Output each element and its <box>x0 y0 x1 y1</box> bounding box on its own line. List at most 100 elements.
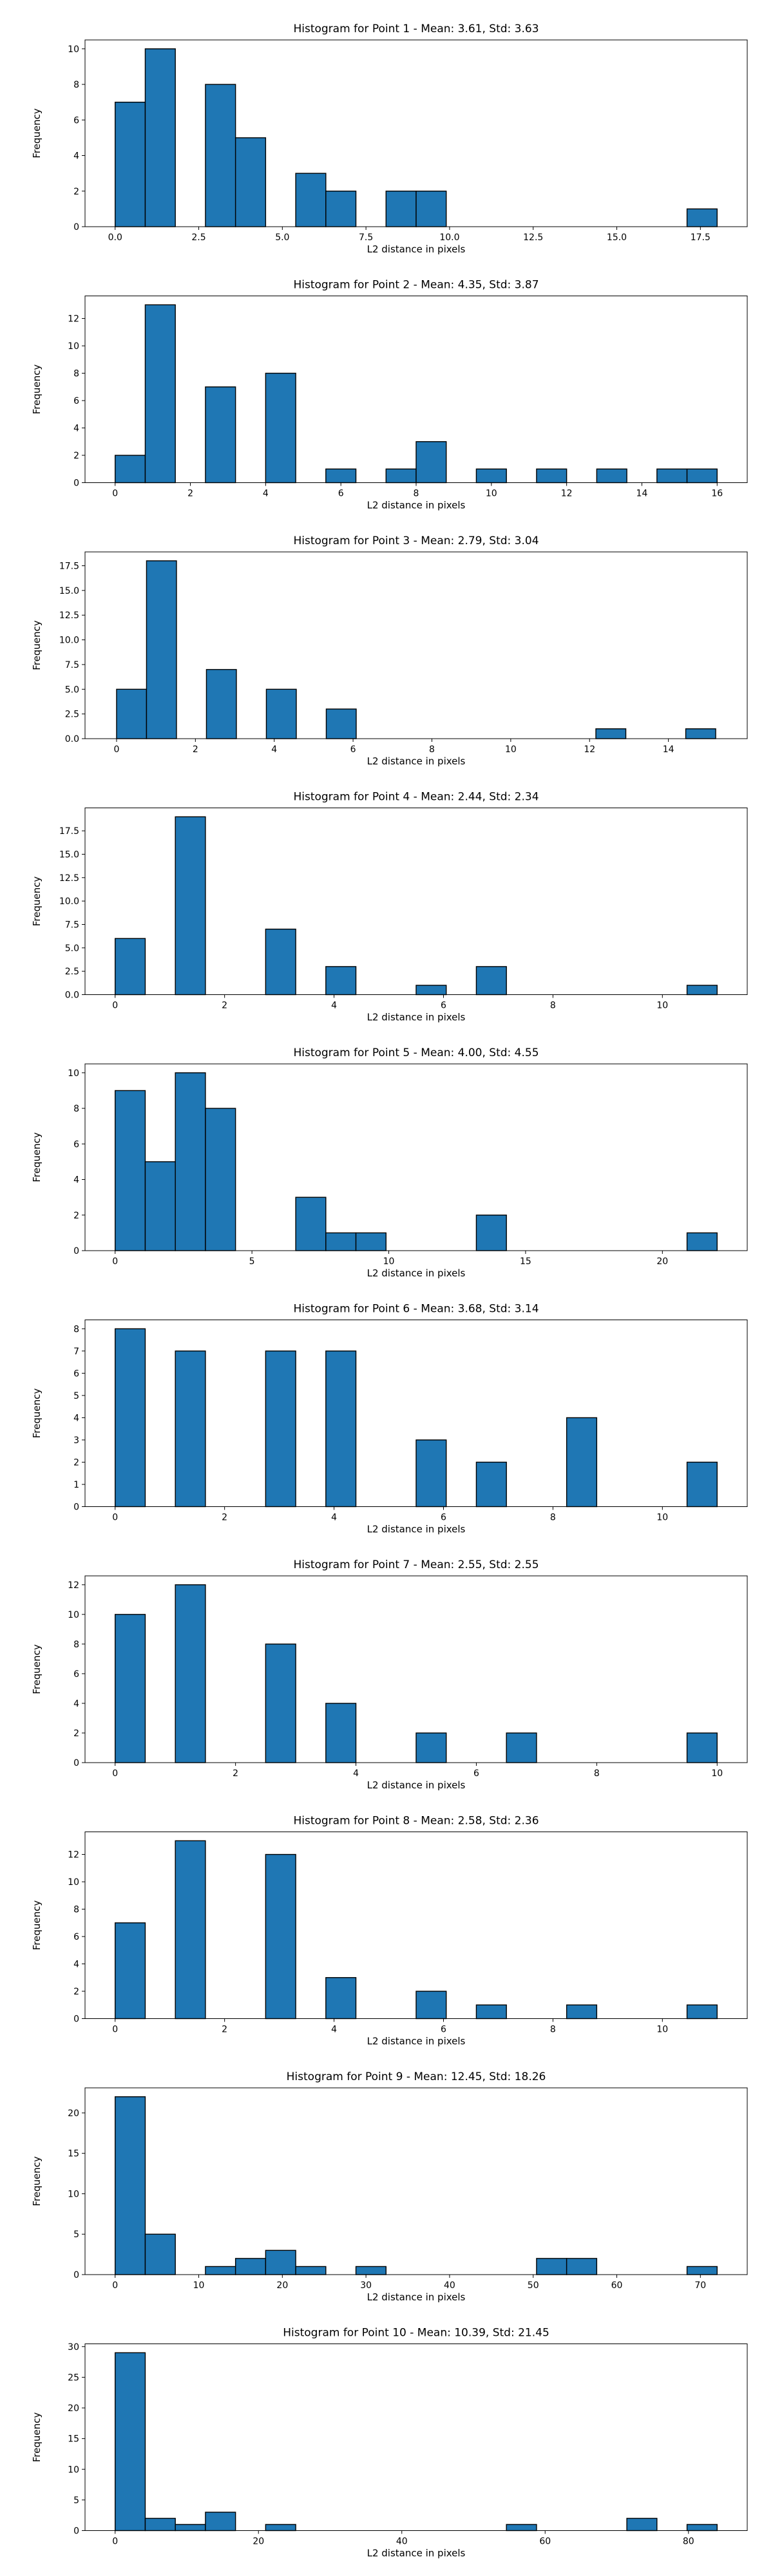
histogram-bar <box>325 191 357 227</box>
histogram-bar <box>415 1991 447 2020</box>
y-tick-label: 0 <box>73 2014 79 2025</box>
chart-title: Histogram for Point 9 - Mean: 12.45, Std… <box>287 2070 546 2083</box>
histogram-bar <box>685 728 716 739</box>
x-tick-label: 30 <box>360 2280 372 2291</box>
y-tick-label: 12 <box>68 314 79 325</box>
x-axis-label: L2 distance in pixels <box>367 2548 466 2559</box>
y-axis-label: Frequency <box>31 1900 43 1951</box>
y-tick-label: 20 <box>68 2403 79 2414</box>
histogram-bar <box>115 1922 146 2020</box>
y-tick-label: 4 <box>73 151 79 162</box>
x-tick-label: 4 <box>331 1001 337 1011</box>
y-tick-label: 4 <box>73 1413 79 1423</box>
y-tick-label: 10.0 <box>59 636 79 646</box>
y-tick-label: 15.0 <box>59 586 79 596</box>
histogram-bar <box>265 1350 296 1508</box>
histogram-bar <box>475 966 507 996</box>
histogram-bar <box>115 1614 146 1763</box>
y-tick-label: 12.5 <box>59 873 79 884</box>
y-tick-label: 0 <box>73 222 79 232</box>
x-tick-label: 2 <box>233 1768 238 1779</box>
histogram-bar <box>116 688 148 739</box>
chart-title: Histogram for Point 10 - Mean: 10.39, St… <box>283 2327 549 2340</box>
x-tick-label: 0 <box>112 1513 118 1523</box>
x-tick-label: 2 <box>222 2025 227 2035</box>
histogram-bar <box>566 2258 598 2275</box>
histogram-bar <box>234 2258 267 2275</box>
y-tick-label: 2 <box>73 1987 79 1997</box>
histogram-bar <box>175 1840 206 2020</box>
histogram-bar <box>115 2096 146 2275</box>
histogram-bar <box>415 1732 447 1763</box>
histogram-bar <box>686 1732 718 1763</box>
histogram-bar <box>415 985 447 996</box>
y-tick-label: 3 <box>73 1435 79 1446</box>
histogram-bar <box>325 1232 357 1251</box>
y-axis-label: Frequency <box>31 620 43 670</box>
y-tick-label: 8 <box>73 80 79 90</box>
y-tick-label: 20 <box>68 2108 79 2119</box>
x-tick-label: 0 <box>112 2537 118 2547</box>
histogram-bar <box>475 1461 507 1508</box>
histogram-bar <box>265 1643 296 1763</box>
x-tick-label: 70 <box>694 2280 706 2291</box>
axes-frame <box>84 1575 748 1763</box>
histogram-bar <box>506 1732 537 1763</box>
histogram-bar <box>205 668 237 739</box>
y-tick-label: 25 <box>68 2372 79 2383</box>
x-tick-label: 16 <box>711 489 723 499</box>
x-tick-label: 10 <box>656 2025 668 2035</box>
histogram-bar <box>686 985 718 996</box>
y-tick-label: 8 <box>73 1640 79 1650</box>
histogram-bar <box>175 1072 206 1251</box>
histogram-bar <box>475 468 507 484</box>
x-tick-label: 5 <box>249 1256 255 1267</box>
histogram-bar <box>295 173 327 227</box>
y-tick-label: 0 <box>73 1502 79 1513</box>
histogram-panel: Histogram for Point 8 - Mean: 2.58, Std:… <box>31 1815 748 2047</box>
chart-title: Histogram for Point 4 - Mean: 2.44, Std:… <box>293 791 539 804</box>
histogram-bar <box>115 101 146 227</box>
histogram-bar <box>144 2233 176 2275</box>
histogram-bar <box>175 1584 206 1763</box>
y-tick-label: 10 <box>68 1877 79 1888</box>
y-tick-label: 12 <box>68 1580 79 1591</box>
x-tick-label: 10 <box>711 1768 723 1779</box>
y-axis-label: Frequency <box>31 365 43 415</box>
histogram-bar <box>686 2266 718 2275</box>
x-tick-label: 8 <box>550 1513 556 1523</box>
histogram-bar <box>536 468 568 484</box>
y-axis-label: Frequency <box>31 1388 43 1439</box>
chart-title: Histogram for Point 8 - Mean: 2.58, Std:… <box>293 1815 539 1828</box>
y-tick-label: 4 <box>73 1960 79 1970</box>
histogram-bar <box>415 1439 447 1508</box>
histogram-bar <box>205 2512 236 2532</box>
histogram-bar <box>686 208 718 227</box>
histogram-bar <box>656 468 688 484</box>
x-tick-label: 4 <box>331 2025 337 2035</box>
x-tick-label: 12.5 <box>523 232 543 243</box>
histogram-bar <box>265 688 297 739</box>
histogram-bar <box>325 468 357 484</box>
y-tick-label: 10 <box>68 2465 79 2475</box>
x-tick-label: 0 <box>112 489 118 499</box>
y-tick-label: 0 <box>73 2270 79 2280</box>
y-tick-label: 10.0 <box>59 896 79 907</box>
histogram-bar <box>205 2266 236 2275</box>
x-tick-label: 10 <box>193 2280 205 2291</box>
x-axis-label: L2 distance in pixels <box>367 243 466 255</box>
x-tick-label: 5.0 <box>275 232 289 243</box>
histogram-panel: Histogram for Point 1 - Mean: 3.61, Std:… <box>31 23 748 255</box>
x-tick-label: 14 <box>663 744 674 755</box>
y-tick-label: 8 <box>73 1905 79 1915</box>
x-tick-label: 0 <box>113 744 119 755</box>
x-axis-label: L2 distance in pixels <box>367 1524 466 1535</box>
y-tick-label: 2 <box>73 1457 79 1468</box>
histogram-bar <box>295 2266 327 2275</box>
y-tick-label: 8 <box>73 369 79 379</box>
x-tick-label: 10 <box>656 1001 668 1011</box>
y-tick-label: 6 <box>73 396 79 406</box>
y-tick-label: 2 <box>73 1211 79 1221</box>
y-tick-label: 5.0 <box>65 943 79 954</box>
chart-title: Histogram for Point 6 - Mean: 3.68, Std:… <box>293 1303 539 1316</box>
